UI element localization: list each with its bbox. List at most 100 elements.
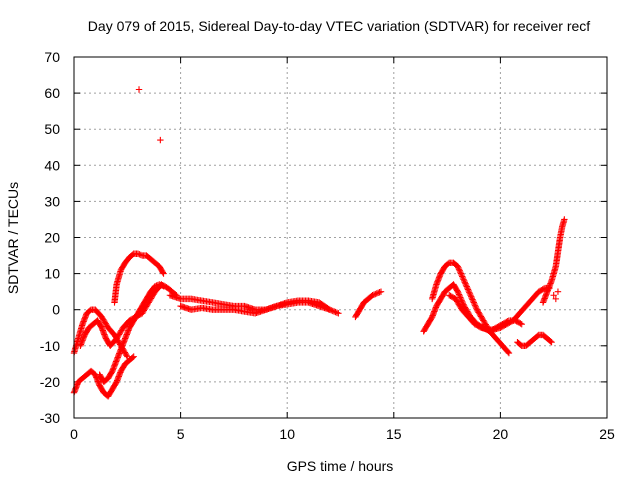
data-point — [156, 281, 163, 288]
plot-frame — [73, 56, 608, 419]
data-point — [136, 251, 143, 258]
y-tick-labels: -30 -20 -10 0 10 20 30 40 50 60 70 — [40, 49, 60, 426]
data-point — [470, 299, 477, 306]
x-axis-label: GPS time / hours — [287, 458, 394, 474]
data-point — [457, 268, 464, 276]
y-tick-label: -10 — [40, 338, 60, 354]
data-point — [377, 288, 385, 295]
series-rise-end — [539, 216, 568, 306]
chart-title: Day 079 of 2015, Sidereal Day-to-day VTE… — [88, 18, 590, 34]
y-tick-label: 10 — [44, 266, 60, 282]
x-tick-label: 10 — [279, 426, 295, 442]
data-point — [457, 270, 465, 277]
data-point — [467, 292, 474, 299]
series-mid-band-lower — [177, 299, 334, 317]
data-point — [135, 86, 143, 93]
y-tick-label: -30 — [40, 410, 60, 426]
data-point — [468, 294, 476, 302]
data-point — [129, 354, 136, 361]
data-point — [518, 320, 525, 328]
series-arc-a — [70, 306, 131, 360]
data-point — [157, 136, 164, 144]
data-point — [454, 263, 461, 270]
data-point — [550, 292, 557, 299]
y-tick-label: -20 — [40, 374, 60, 390]
data-point — [123, 352, 130, 359]
data-point — [455, 266, 463, 273]
data-point — [151, 283, 159, 290]
series-low-arc — [96, 281, 167, 386]
data-point — [561, 216, 568, 223]
data-point — [332, 308, 339, 316]
data-point — [517, 320, 524, 327]
y-axis-label: SDTVAR / TECUs — [5, 182, 21, 294]
data-point — [455, 291, 463, 298]
data-point — [158, 282, 166, 289]
data-point — [455, 264, 462, 272]
series-arc-b — [70, 353, 137, 400]
data-point — [134, 250, 142, 257]
data-point — [467, 293, 475, 300]
data-point — [554, 288, 562, 295]
data-point — [462, 281, 470, 289]
x-tick-label: 0 — [70, 426, 78, 442]
data-point — [372, 290, 379, 298]
data-point — [505, 349, 513, 357]
data-point — [464, 284, 471, 292]
y-tick-label: 50 — [44, 121, 60, 137]
y-tick-label: 30 — [44, 193, 60, 209]
data-point — [458, 271, 465, 279]
data-point — [462, 280, 469, 287]
data-point — [369, 292, 376, 299]
data-point — [548, 338, 555, 346]
y-tick-label: 60 — [44, 85, 60, 101]
series-outliers — [135, 86, 562, 303]
data-point — [471, 302, 479, 309]
data-point — [469, 297, 477, 305]
data-point — [552, 295, 560, 303]
data-point — [504, 348, 512, 356]
data-point — [370, 291, 378, 298]
data-point — [460, 276, 467, 283]
data-point — [473, 305, 480, 312]
data-point — [160, 270, 167, 277]
data-point — [461, 279, 468, 286]
grid — [74, 57, 607, 418]
data-point — [456, 292, 463, 300]
data-point — [457, 294, 464, 301]
x-tick-label: 20 — [493, 426, 509, 442]
data-point — [159, 269, 167, 276]
data-point — [469, 296, 476, 303]
series-seg-13-14 — [352, 288, 385, 321]
data-point — [460, 277, 468, 285]
y-tick-label: 40 — [44, 157, 60, 173]
data-point — [333, 309, 341, 316]
y-tick-label: 20 — [44, 230, 60, 246]
data-point — [454, 288, 461, 295]
data-point — [466, 289, 473, 296]
data-points — [70, 86, 568, 400]
data-point — [459, 274, 467, 282]
data-point — [124, 353, 131, 360]
data-point — [330, 308, 338, 315]
data-point — [376, 289, 383, 296]
data-point — [157, 281, 164, 289]
data-point — [335, 310, 342, 317]
data-point — [328, 307, 335, 314]
x-tick-labels: 0 5 10 15 20 25 — [70, 426, 615, 442]
data-point — [160, 283, 167, 290]
data-point — [466, 290, 474, 298]
data-point — [329, 307, 336, 315]
data-point — [374, 289, 382, 297]
data-point — [465, 287, 472, 295]
series-upper-arc — [111, 250, 167, 306]
data-point — [130, 353, 137, 360]
y-tick-label: 0 — [52, 302, 60, 318]
data-point — [153, 282, 160, 289]
data-point — [137, 251, 145, 259]
data-point — [547, 338, 554, 345]
data-point — [471, 300, 478, 308]
data-point — [456, 267, 463, 274]
